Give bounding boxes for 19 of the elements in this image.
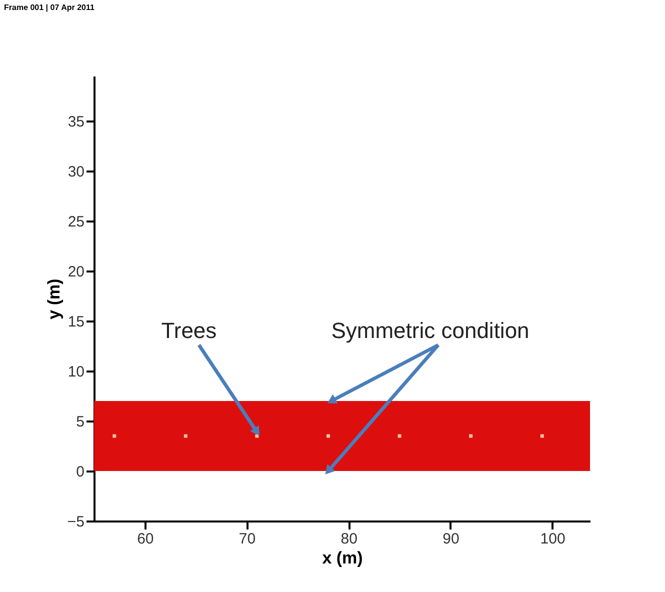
x-tick-label: 80 xyxy=(340,530,358,548)
y-tick-label: 20 xyxy=(68,264,84,280)
x-axis-title: x (m) xyxy=(322,548,363,568)
annotation: Trees xyxy=(161,318,217,343)
y-tick-label: 10 xyxy=(68,364,84,380)
text: Frame 001 | 07 Apr 2011 xyxy=(4,3,95,12)
y-tick-label: 35 xyxy=(68,114,84,130)
y-tick-label: 15 xyxy=(68,314,84,330)
y-tick-label: 5 xyxy=(76,414,84,430)
y-tick-label: 30 xyxy=(68,164,84,180)
y-tick-label: 0 xyxy=(76,464,84,480)
annotation: Symmetric condition xyxy=(331,318,530,343)
y-axis-title: y (m) xyxy=(44,278,64,320)
x-tick-label: 90 xyxy=(442,530,460,548)
y-tick-label: −5 xyxy=(67,514,84,530)
x-tick-label: 60 xyxy=(137,530,154,548)
y-tick-label: 25 xyxy=(68,214,84,230)
x-tick-label: 70 xyxy=(238,530,256,548)
x-tick-label: 100 xyxy=(540,530,566,548)
